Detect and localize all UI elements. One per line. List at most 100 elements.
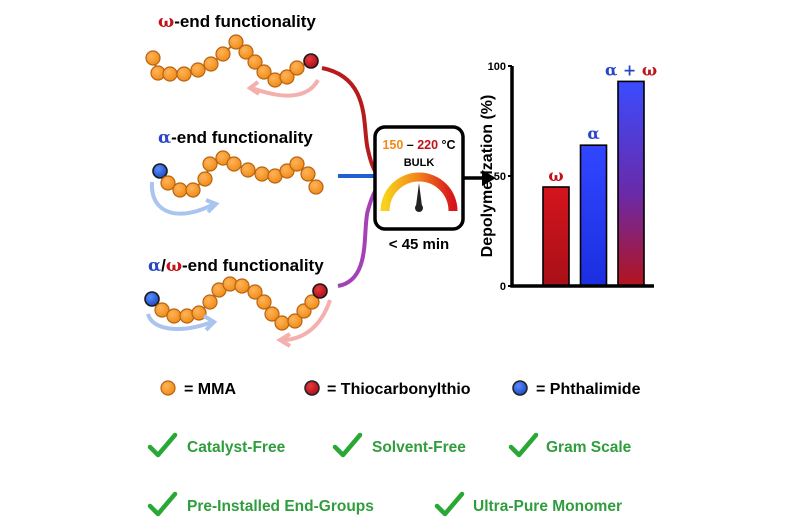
checkmark-icon (147, 491, 178, 517)
thiocarbonylthio-end-bead (303, 53, 319, 69)
alpha-omega-chain (144, 276, 328, 331)
mma-bead (289, 60, 305, 76)
chart-bars (542, 80, 645, 287)
temperature-high: 220 (417, 138, 438, 152)
alpha-title-text: -end functionality (171, 128, 313, 147)
mma-bead (190, 62, 206, 78)
mma-bead (308, 179, 324, 195)
mma-bead (202, 156, 218, 172)
mma-bead (289, 156, 305, 172)
mma-bead (145, 50, 161, 66)
thiocarbonylthio-bead-icon (304, 380, 320, 396)
alpha-omega-title-text: -end functionality (182, 256, 324, 275)
omega-chain (145, 34, 319, 88)
omega-title-text: -end functionality (174, 12, 316, 31)
thiocarbonylthio-end-bead (312, 283, 328, 299)
legend: = MMA = Thiocarbonylthio = Phthalimide (160, 380, 641, 398)
feature-list: Catalyst-Free Solvent-Free Gram Scale Pr… (147, 432, 632, 517)
mma-bead (202, 294, 218, 310)
checkmark-icon (332, 432, 363, 458)
mma-bead (203, 56, 219, 72)
alpha-symbol: α (158, 128, 171, 148)
alpha-unzip-arrowhead (205, 198, 220, 214)
alpha-unzip-arrow (149, 181, 215, 216)
alpha-chain (152, 150, 324, 198)
mma-bead (215, 46, 231, 62)
mma-bead (228, 34, 244, 50)
mma-bead (160, 175, 176, 191)
mma-bead (154, 302, 170, 318)
y-tick-label: 100 (488, 61, 506, 73)
y-tick-label: 50 (494, 171, 506, 183)
mma-bead (247, 54, 263, 70)
bar-3 (617, 80, 645, 287)
feature-pre-installed-end-groups: Pre-Installed End-Groups (187, 498, 374, 515)
mma-bead (264, 306, 280, 322)
mma-bead (166, 308, 182, 324)
bar-label-3: α + ω (605, 60, 657, 79)
mma-bead (197, 171, 213, 187)
mma-bead (185, 182, 201, 198)
mma-bead (256, 64, 272, 80)
temperature-range: 150 – 220 °C (382, 138, 455, 152)
thermometer-gauge-icon (380, 172, 458, 212)
legend-thiocarbonylthio: = Thiocarbonylthio (327, 381, 471, 398)
omega-unzip-arrowhead (246, 80, 261, 96)
feature-gram-scale: Gram Scale (546, 439, 632, 456)
mma-bead (234, 278, 250, 294)
bar-label-2: α (587, 124, 599, 143)
omega-symbol: ω (158, 12, 174, 32)
omega-unzip-arrow (251, 78, 320, 98)
mma-bead (247, 284, 263, 300)
bulk-label: BULK (404, 157, 435, 169)
mma-bead (304, 294, 320, 310)
temperature-unit: °C (438, 138, 456, 152)
feature-catalyst-free: Catalyst-Free (187, 439, 286, 456)
mma-bead (172, 182, 188, 198)
checkmark-icon (434, 491, 465, 517)
mma-bead (274, 315, 290, 331)
depolymerization-chart: Depolymerization (%) 0 50 100 ω α α + ω (479, 60, 657, 293)
feature-solvent-free: Solvent-Free (372, 439, 466, 456)
mma-bead (240, 162, 256, 178)
reactor-box: 150 – 220 °C BULK (373, 125, 465, 231)
alpha-omega-alpha-symbol: α (148, 256, 161, 276)
bar-1 (542, 186, 570, 287)
alpha-omega-unzip-arrow-left (146, 313, 213, 331)
reaction-time: < 45 min (389, 236, 449, 253)
mma-bead (191, 305, 207, 321)
legend-mma: = MMA (184, 381, 236, 398)
gauge-needle-icon (416, 183, 422, 206)
alpha-omega-chain-title: α/ω-end functionality (148, 256, 324, 276)
mma-bead (162, 66, 178, 82)
phthalimide-end-bead (152, 163, 168, 179)
alpha-omega-unzip-arrow-right (281, 299, 332, 342)
alpha-omega-slash: / (161, 256, 166, 275)
bar-label-1: ω (548, 166, 563, 185)
omega-chain-title: ω-end functionality (158, 12, 316, 32)
feature-ultra-pure-monomer: Ultra-Pure Monomer (473, 498, 622, 515)
mma-bead (176, 66, 192, 82)
y-tick-label: 0 (500, 281, 506, 293)
chart-bar-labels: ω α α + ω (548, 60, 657, 185)
phthalimide-bead-icon (512, 380, 528, 396)
checkmark-icon (508, 432, 539, 458)
phthalimide-end-bead (144, 291, 160, 307)
checkmark-icon (147, 432, 178, 458)
mma-bead (256, 294, 272, 310)
reactor-output-arrowhead (482, 170, 496, 186)
temperature-low: 150 (382, 138, 403, 152)
chart-y-axis-label: Depolymerization (%) (479, 95, 496, 258)
alpha-omega-omega-symbol: ω (166, 256, 182, 276)
mma-bead (287, 313, 303, 329)
chart-y-ticks: 0 50 100 (488, 61, 512, 293)
gauge-pivot-icon (415, 204, 423, 212)
mma-bead (300, 166, 316, 182)
alpha-chain-title: α-end functionality (158, 128, 313, 148)
legend-phthalimide: = Phthalimide (536, 381, 641, 398)
alpha-omega-unzip-arrowhead-right (276, 332, 292, 348)
bar-2 (579, 144, 608, 287)
temperature-dash: – (403, 138, 417, 152)
mma-bead (254, 166, 270, 182)
